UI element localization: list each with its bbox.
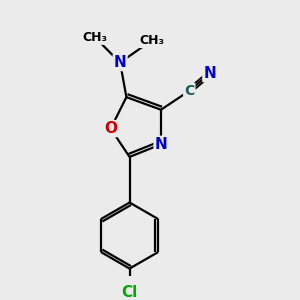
Text: N: N <box>203 66 216 81</box>
Text: N: N <box>114 55 127 70</box>
Text: CH₃: CH₃ <box>82 31 107 44</box>
Text: O: O <box>104 121 117 136</box>
Text: Cl: Cl <box>122 285 138 300</box>
Text: N: N <box>154 137 167 152</box>
Text: CH₃: CH₃ <box>139 34 164 47</box>
Text: C: C <box>184 84 194 98</box>
